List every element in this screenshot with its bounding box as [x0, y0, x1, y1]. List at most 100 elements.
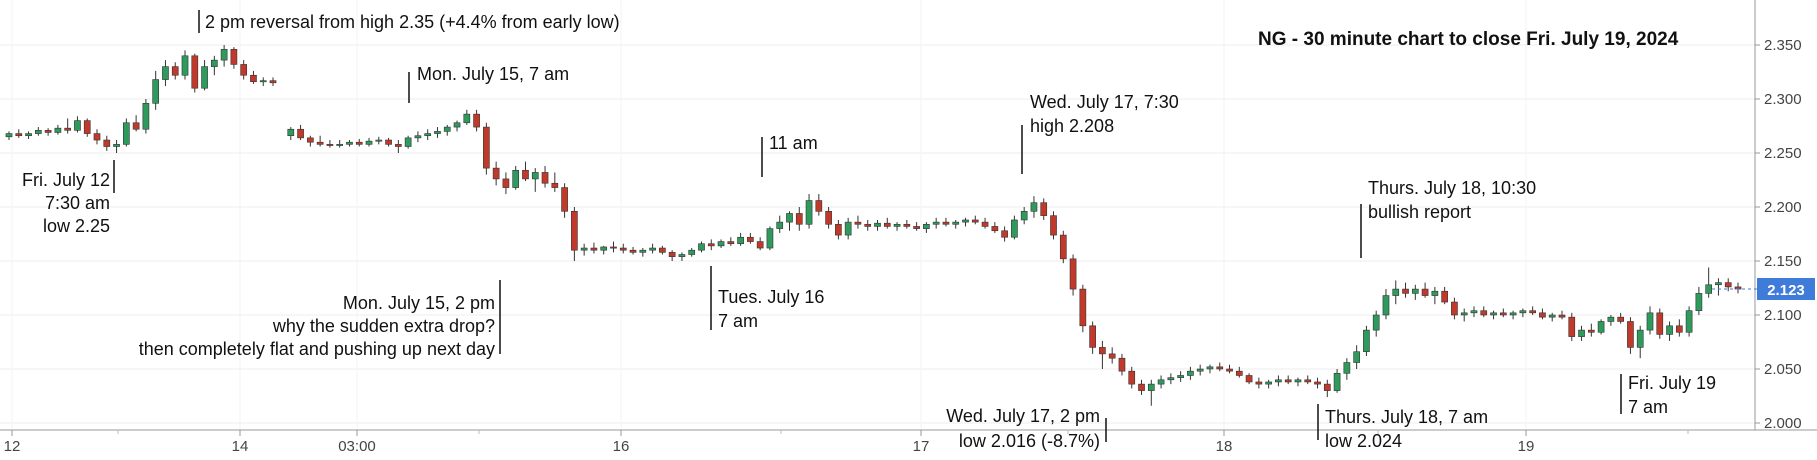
jul17-low-annotation-line1: Wed. July 17, 2 pm	[946, 406, 1100, 426]
candle	[1343, 358, 1351, 380]
candle-body	[1695, 293, 1703, 311]
candle	[230, 47, 238, 69]
y-tick-label: 2.250	[1764, 145, 1802, 162]
candle-body	[297, 128, 304, 139]
candle	[1294, 377, 1302, 387]
candle-body	[230, 49, 238, 65]
candle	[962, 217, 969, 227]
y-tick-label: 2.150	[1764, 253, 1802, 270]
candle	[893, 222, 901, 231]
candle	[1519, 308, 1527, 318]
candle	[1108, 347, 1116, 364]
candle	[522, 161, 529, 182]
last-price-label: 2.123	[1767, 282, 1805, 299]
candle	[1157, 375, 1165, 389]
candle-body	[893, 223, 901, 227]
candle-body	[1167, 377, 1175, 381]
candle-body	[162, 66, 169, 80]
candle	[923, 222, 930, 233]
candle-body	[1490, 312, 1497, 316]
candle-body	[269, 80, 277, 84]
candle	[1490, 310, 1497, 320]
candle-body	[1382, 295, 1390, 316]
candle	[1138, 379, 1145, 395]
candle	[1509, 310, 1517, 320]
candle	[1265, 379, 1272, 389]
candle-body	[541, 172, 549, 184]
candle	[346, 140, 353, 147]
candle	[1353, 345, 1360, 369]
chart-title: NG - 30 minute chart to close Fri. July …	[1258, 29, 1679, 50]
candle-body	[103, 139, 111, 147]
candle-body	[580, 247, 588, 251]
candle-body	[903, 223, 911, 227]
candle-body	[434, 131, 441, 134]
jul15-2pm-annotation-line3: then completely flat and pushing up next…	[139, 339, 495, 359]
candle	[688, 248, 696, 257]
candle-body	[1627, 321, 1634, 348]
candle	[981, 217, 989, 229]
candle-body	[395, 144, 402, 147]
candle-body	[1363, 329, 1370, 353]
candle-body	[1099, 347, 1106, 355]
candle	[1372, 310, 1380, 337]
candle-body	[1411, 288, 1419, 294]
grid-lines	[0, 0, 1755, 430]
candle-body	[795, 213, 803, 225]
jul17-high-annotation-line1: Wed. July 17, 7:30	[1030, 92, 1179, 112]
candle-body	[551, 182, 559, 188]
candle-body	[220, 49, 228, 61]
candle-body	[1685, 310, 1693, 333]
candle	[434, 127, 441, 138]
candle-body	[1128, 370, 1136, 385]
candle	[717, 239, 725, 249]
candle	[659, 245, 666, 255]
candle-body	[1607, 316, 1615, 322]
candle	[1382, 289, 1390, 320]
candle-body	[453, 122, 461, 128]
candle-body	[1597, 321, 1605, 333]
candle-body	[181, 55, 189, 76]
y-tick-label: 2.350	[1764, 37, 1802, 54]
candle-body	[1529, 310, 1536, 314]
candle-body	[240, 64, 248, 76]
jul18-report-annotation-line2: bullish report	[1368, 202, 1471, 222]
jul12-annotation-line2: 7:30 am	[45, 193, 110, 213]
candle-body	[1333, 373, 1341, 391]
candle	[1059, 230, 1067, 264]
candle-body	[1617, 316, 1624, 322]
candle	[171, 62, 179, 80]
candle	[259, 77, 267, 87]
candle-body	[1353, 351, 1360, 363]
annotations	[113, 10, 1622, 442]
candle-body	[142, 103, 150, 130]
candle	[83, 118, 91, 137]
candle	[825, 207, 832, 229]
candle	[162, 60, 169, 87]
candle-body	[1187, 370, 1194, 376]
candle	[483, 122, 490, 175]
candle	[424, 129, 432, 141]
candle	[1695, 286, 1703, 315]
candle-body	[981, 221, 989, 227]
candle-body	[385, 139, 392, 145]
jul18-low-annotation-line1: Thurs. July 18, 7 am	[1325, 407, 1488, 427]
candle	[561, 183, 568, 218]
candle	[1235, 366, 1243, 378]
candle-body	[54, 127, 62, 133]
candle-body	[123, 122, 130, 145]
candle	[35, 127, 42, 136]
candle-body	[727, 241, 735, 245]
jul18-report-annotation-line1: Thurs. July 18, 10:30	[1368, 178, 1536, 198]
candle	[590, 242, 598, 254]
candle	[404, 135, 412, 149]
candle	[1323, 379, 1331, 398]
candle	[815, 194, 823, 216]
candle-body	[1284, 379, 1292, 383]
candle	[220, 45, 228, 67]
candle-body	[1011, 219, 1018, 238]
last-price-marker: 2.123	[1712, 278, 1815, 300]
candle	[1656, 308, 1664, 339]
candle	[1020, 207, 1028, 225]
candle	[864, 219, 872, 231]
